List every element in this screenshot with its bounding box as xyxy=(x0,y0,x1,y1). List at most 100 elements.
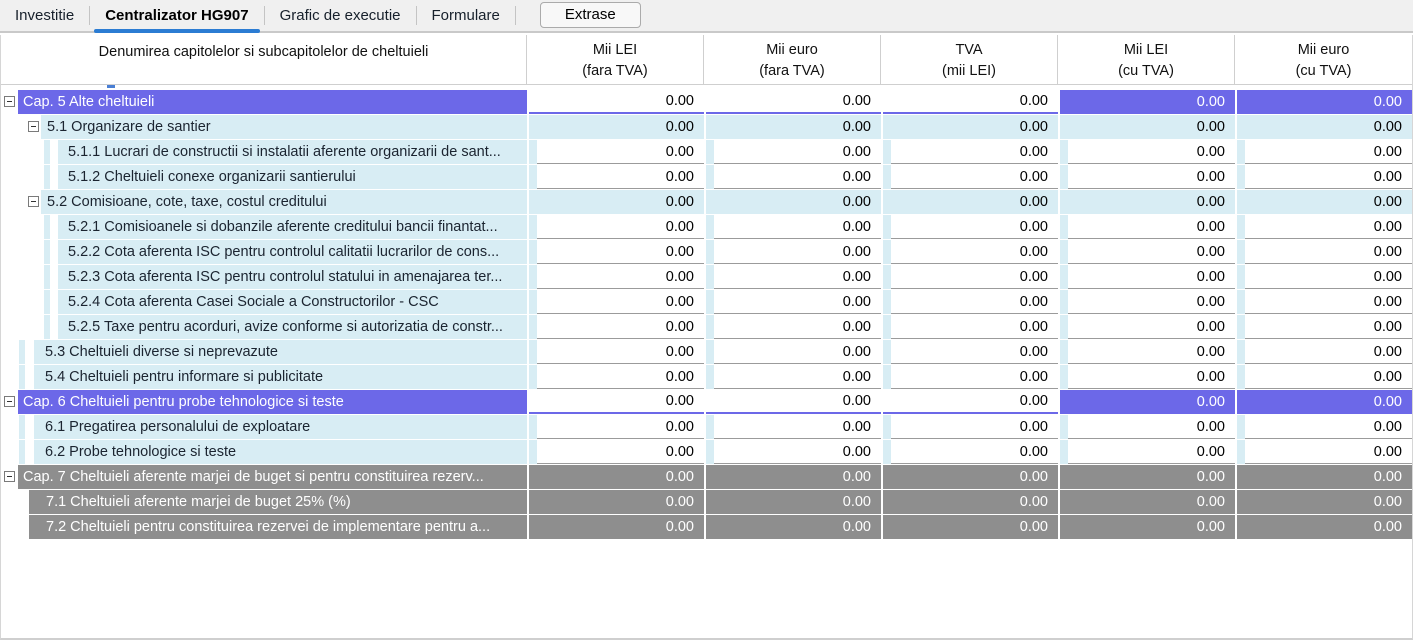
collapse-minus-icon[interactable] xyxy=(28,121,39,132)
row-name-cell[interactable]: 7.1 Cheltuieli aferente marjei de buget … xyxy=(1,490,527,514)
value-input[interactable]: 0.00 xyxy=(1245,340,1412,364)
row-name-cell[interactable]: 5.1.2 Cheltuieli conexe organizarii sant… xyxy=(1,165,527,189)
value-input[interactable]: 0.00 xyxy=(1245,315,1412,339)
value-cell[interactable]: 0.00 xyxy=(529,140,704,164)
row-name-cell[interactable]: 5.2.4 Cota aferenta Casei Sociale a Cons… xyxy=(1,290,527,314)
value-input[interactable]: 0.00 xyxy=(1245,140,1412,164)
row-name-cell[interactable]: Cap. 7 Cheltuieli aferente marjei de bug… xyxy=(1,465,527,489)
row-name-cell[interactable]: 5.1.1 Lucrari de constructii si instalat… xyxy=(1,140,527,164)
value-cell[interactable]: 0.00 xyxy=(706,315,881,339)
value-input[interactable]: 0.00 xyxy=(1068,365,1235,389)
value-input[interactable]: 0.00 xyxy=(537,240,704,264)
value-cell[interactable]: 0.00 xyxy=(1237,440,1412,464)
collapse-minus-icon[interactable] xyxy=(28,196,39,207)
value-cell[interactable]: 0.00 xyxy=(1060,340,1235,364)
row-name-cell[interactable]: 5.2.3 Cota aferenta ISC pentru controlul… xyxy=(1,265,527,289)
row-name-cell[interactable]: 5.2.2 Cota aferenta ISC pentru controlul… xyxy=(1,240,527,264)
value-cell[interactable]: 0.00 xyxy=(1237,165,1412,189)
value-input[interactable]: 0.00 xyxy=(891,365,1058,389)
value-cell[interactable]: 0.00 xyxy=(706,140,881,164)
value-input[interactable]: 0.00 xyxy=(714,165,881,189)
value-input[interactable]: 0.00 xyxy=(537,340,704,364)
collapse-minus-icon[interactable] xyxy=(4,396,15,407)
value-input[interactable]: 0.00 xyxy=(1245,290,1412,314)
value-input[interactable]: 0.00 xyxy=(1245,240,1412,264)
value-cell[interactable]: 0.00 xyxy=(706,240,881,264)
value-input[interactable]: 0.00 xyxy=(1068,215,1235,239)
value-input[interactable]: 0.00 xyxy=(1068,340,1235,364)
value-input[interactable]: 0.00 xyxy=(714,315,881,339)
collapse-minus-icon[interactable] xyxy=(4,96,15,107)
value-input[interactable]: 0.00 xyxy=(891,315,1058,339)
value-input[interactable]: 0.00 xyxy=(1068,165,1235,189)
value-cell[interactable]: 0.00 xyxy=(1237,215,1412,239)
tab-centralizator-hg907[interactable]: Centralizator HG907 xyxy=(90,0,263,33)
row-name-cell[interactable]: 5.1 Organizare de santier xyxy=(1,115,527,139)
value-input[interactable]: 0.00 xyxy=(891,340,1058,364)
value-cell[interactable]: 0.00 xyxy=(1060,240,1235,264)
value-cell[interactable]: 0.00 xyxy=(1237,415,1412,439)
value-cell[interactable]: 0.00 xyxy=(706,165,881,189)
value-input[interactable]: 0.00 xyxy=(891,440,1058,464)
row-name-cell[interactable]: 5.4 Cheltuieli pentru informare si publi… xyxy=(1,365,527,389)
value-input[interactable]: 0.00 xyxy=(891,290,1058,314)
value-input[interactable]: 0.00 xyxy=(1068,315,1235,339)
tab-formulare[interactable]: Formulare xyxy=(431,7,500,24)
collapse-minus-icon[interactable] xyxy=(4,471,15,482)
value-input[interactable]: 0.00 xyxy=(891,240,1058,264)
value-cell[interactable]: 0.00 xyxy=(529,340,704,364)
value-cell[interactable]: 0.00 xyxy=(1060,215,1235,239)
value-input[interactable]: 0.00 xyxy=(891,215,1058,239)
extrase-button[interactable]: Extrase xyxy=(539,2,641,28)
value-cell[interactable]: 0.00 xyxy=(1237,315,1412,339)
value-input[interactable]: 0.00 xyxy=(537,315,704,339)
value-cell[interactable]: 0.00 xyxy=(1237,340,1412,364)
value-input[interactable]: 0.00 xyxy=(714,340,881,364)
value-input[interactable]: 0.00 xyxy=(1245,265,1412,289)
value-cell[interactable]: 0.00 xyxy=(883,415,1058,439)
value-cell[interactable]: 0.00 xyxy=(1237,240,1412,264)
value-cell[interactable]: 0.00 xyxy=(1060,265,1235,289)
value-cell[interactable]: 0.00 xyxy=(1060,290,1235,314)
value-cell[interactable]: 0.00 xyxy=(529,215,704,239)
value-cell[interactable]: 0.00 xyxy=(1237,365,1412,389)
row-name-cell[interactable]: 5.2.5 Taxe pentru acorduri, avize confor… xyxy=(1,315,527,339)
value-cell[interactable]: 0.00 xyxy=(706,440,881,464)
value-input[interactable]: 0.00 xyxy=(891,165,1058,189)
value-cell[interactable]: 0.00 xyxy=(1060,440,1235,464)
value-input[interactable]: 0.00 xyxy=(1068,265,1235,289)
value-cell[interactable]: 0.00 xyxy=(529,365,704,389)
value-cell[interactable]: 0.00 xyxy=(883,165,1058,189)
value-cell[interactable]: 0.00 xyxy=(883,290,1058,314)
row-name-cell[interactable]: 5.3 Cheltuieli diverse si neprevazute xyxy=(1,340,527,364)
value-input[interactable]: 0.00 xyxy=(1245,365,1412,389)
value-cell[interactable]: 0.00 xyxy=(529,240,704,264)
row-name-cell[interactable]: 5.2.1 Comisioanele si dobanzile aferente… xyxy=(1,215,527,239)
value-cell[interactable]: 0.00 xyxy=(883,240,1058,264)
value-cell[interactable]: 0.00 xyxy=(706,365,881,389)
value-cell[interactable]: 0.00 xyxy=(529,165,704,189)
row-name-cell[interactable]: 6.1 Pregatirea personalului de exploatar… xyxy=(1,415,527,439)
value-input[interactable]: 0.00 xyxy=(1068,290,1235,314)
value-input[interactable]: 0.00 xyxy=(714,415,881,439)
value-cell[interactable]: 0.00 xyxy=(529,290,704,314)
value-input[interactable]: 0.00 xyxy=(891,140,1058,164)
value-cell[interactable]: 0.00 xyxy=(706,215,881,239)
value-cell[interactable]: 0.00 xyxy=(1060,365,1235,389)
row-name-cell[interactable]: Cap. 5 Alte cheltuieli xyxy=(1,90,527,114)
value-input[interactable]: 0.00 xyxy=(537,290,704,314)
value-cell[interactable]: 0.00 xyxy=(883,315,1058,339)
row-name-cell[interactable]: 6.2 Probe tehnologice si teste xyxy=(1,440,527,464)
value-input[interactable]: 0.00 xyxy=(714,365,881,389)
value-input[interactable]: 0.00 xyxy=(537,140,704,164)
value-cell[interactable]: 0.00 xyxy=(706,265,881,289)
row-name-cell[interactable]: Cap. 6 Cheltuieli pentru probe tehnologi… xyxy=(1,390,527,414)
value-input[interactable]: 0.00 xyxy=(714,440,881,464)
value-input[interactable]: 0.00 xyxy=(1068,240,1235,264)
value-cell[interactable]: 0.00 xyxy=(883,340,1058,364)
value-input[interactable]: 0.00 xyxy=(537,265,704,289)
value-input[interactable]: 0.00 xyxy=(1068,440,1235,464)
value-cell[interactable]: 0.00 xyxy=(706,340,881,364)
value-cell[interactable]: 0.00 xyxy=(529,265,704,289)
row-name-cell[interactable]: 7.2 Cheltuieli pentru constituirea rezer… xyxy=(1,515,527,539)
